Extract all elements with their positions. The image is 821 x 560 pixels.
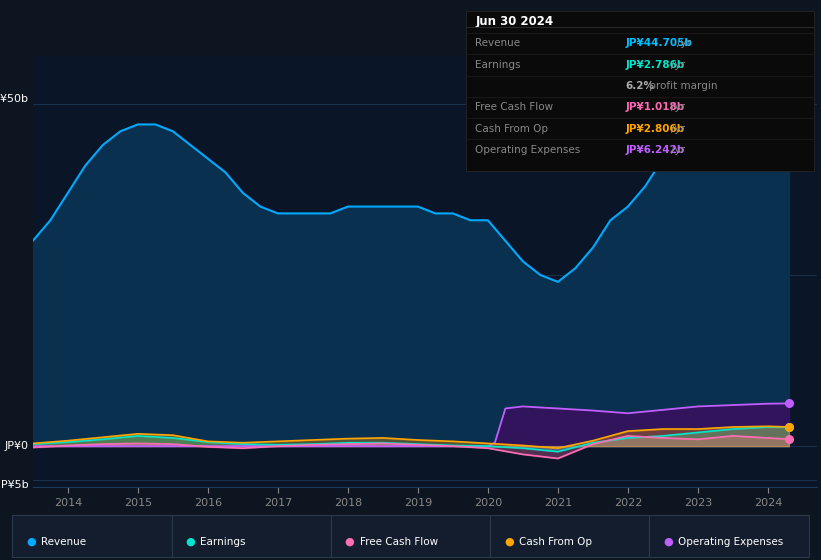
Text: JP¥2.806b: JP¥2.806b — [626, 124, 685, 134]
Point — [782, 435, 796, 444]
Text: ●: ● — [663, 537, 673, 547]
Point — [782, 423, 796, 432]
Text: ●: ● — [186, 537, 195, 547]
Point — [782, 399, 796, 408]
Text: ●: ● — [26, 537, 36, 547]
Point — [782, 136, 796, 144]
Text: /yr: /yr — [672, 124, 686, 134]
Text: /yr: /yr — [677, 39, 690, 49]
Text: Free Cash Flow: Free Cash Flow — [360, 537, 438, 547]
Text: Operating Expenses: Operating Expenses — [475, 145, 580, 155]
Text: JP¥44.705b: JP¥44.705b — [626, 39, 692, 49]
Text: 6.2%: 6.2% — [626, 81, 654, 91]
Text: Revenue: Revenue — [41, 537, 86, 547]
Text: /yr: /yr — [672, 102, 686, 113]
Text: Earnings: Earnings — [475, 60, 521, 70]
Text: /yr: /yr — [672, 145, 686, 155]
Text: /yr: /yr — [672, 60, 686, 70]
Text: profit margin: profit margin — [646, 81, 718, 91]
Text: ●: ● — [345, 537, 355, 547]
Point — [782, 422, 796, 431]
Text: Free Cash Flow: Free Cash Flow — [475, 102, 553, 113]
Text: JP¥0: JP¥0 — [5, 441, 29, 451]
Text: JP¥50b: JP¥50b — [0, 94, 29, 104]
Text: Cash From Op: Cash From Op — [519, 537, 592, 547]
Text: Earnings: Earnings — [200, 537, 245, 547]
Text: JP¥1.018b: JP¥1.018b — [626, 102, 685, 113]
Text: -JP¥5b: -JP¥5b — [0, 480, 29, 491]
Text: Jun 30 2024: Jun 30 2024 — [475, 15, 553, 27]
Text: JP¥2.786b: JP¥2.786b — [626, 60, 685, 70]
Text: Cash From Op: Cash From Op — [475, 124, 548, 134]
Text: Revenue: Revenue — [475, 39, 521, 49]
Text: Operating Expenses: Operating Expenses — [678, 537, 783, 547]
Text: JP¥6.242b: JP¥6.242b — [626, 145, 685, 155]
Text: ●: ● — [504, 537, 514, 547]
